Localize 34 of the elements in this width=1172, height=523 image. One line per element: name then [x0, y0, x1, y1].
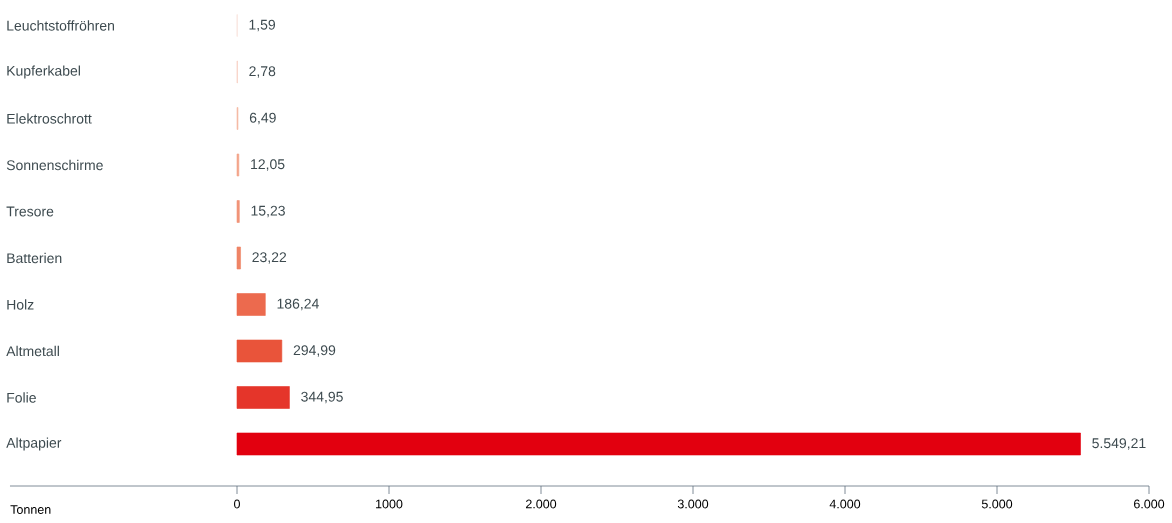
- x-tick-label: 4.000: [829, 499, 861, 509]
- data-label: 5.549,21: [1092, 438, 1146, 450]
- x-tick-label: 3.000: [677, 499, 709, 509]
- data-label: 2,78: [249, 66, 276, 78]
- bar: [236, 432, 1081, 456]
- bar: [236, 339, 283, 363]
- data-label: 12,05: [251, 159, 285, 171]
- y-tick-label: Altmetall: [6, 345, 59, 357]
- bar: [236, 293, 266, 316]
- x-tick-label: 6.000: [1134, 499, 1165, 509]
- data-label: 1,59: [249, 19, 276, 32]
- bar: [236, 246, 241, 270]
- data-label: 23,22: [252, 252, 287, 264]
- bar: [236, 200, 240, 223]
- data-label: 15,23: [251, 205, 285, 218]
- x-tick-label: 2.000: [525, 499, 557, 509]
- data-label: 294,99: [293, 345, 336, 357]
- y-tick-label: Leuchtstoffröhren: [7, 20, 114, 31]
- y-tick-label: Kupferkabel: [7, 65, 80, 79]
- y-tick-label: Batterien: [7, 252, 62, 264]
- y-tick-label: Tresore: [6, 206, 54, 217]
- y-tick-label: Elektroschrott: [7, 113, 92, 124]
- data-label: 344,95: [301, 391, 343, 404]
- data-label: 6,49: [249, 112, 276, 125]
- y-tick-label: Sonnenschirme: [6, 159, 103, 171]
- y-tick-label: Folie: [7, 392, 36, 403]
- x-tick-label: 5.000: [981, 499, 1013, 509]
- x-axis-title: Tonnen: [10, 505, 51, 514]
- y-tick-label: Holz: [7, 299, 34, 310]
- x-tick-label: 1000: [376, 499, 403, 509]
- y-tick-label: Altpapier: [6, 437, 62, 451]
- x-tick-label: 0: [234, 499, 240, 509]
- data-label: 186,24: [277, 298, 319, 311]
- bar: [236, 386, 290, 409]
